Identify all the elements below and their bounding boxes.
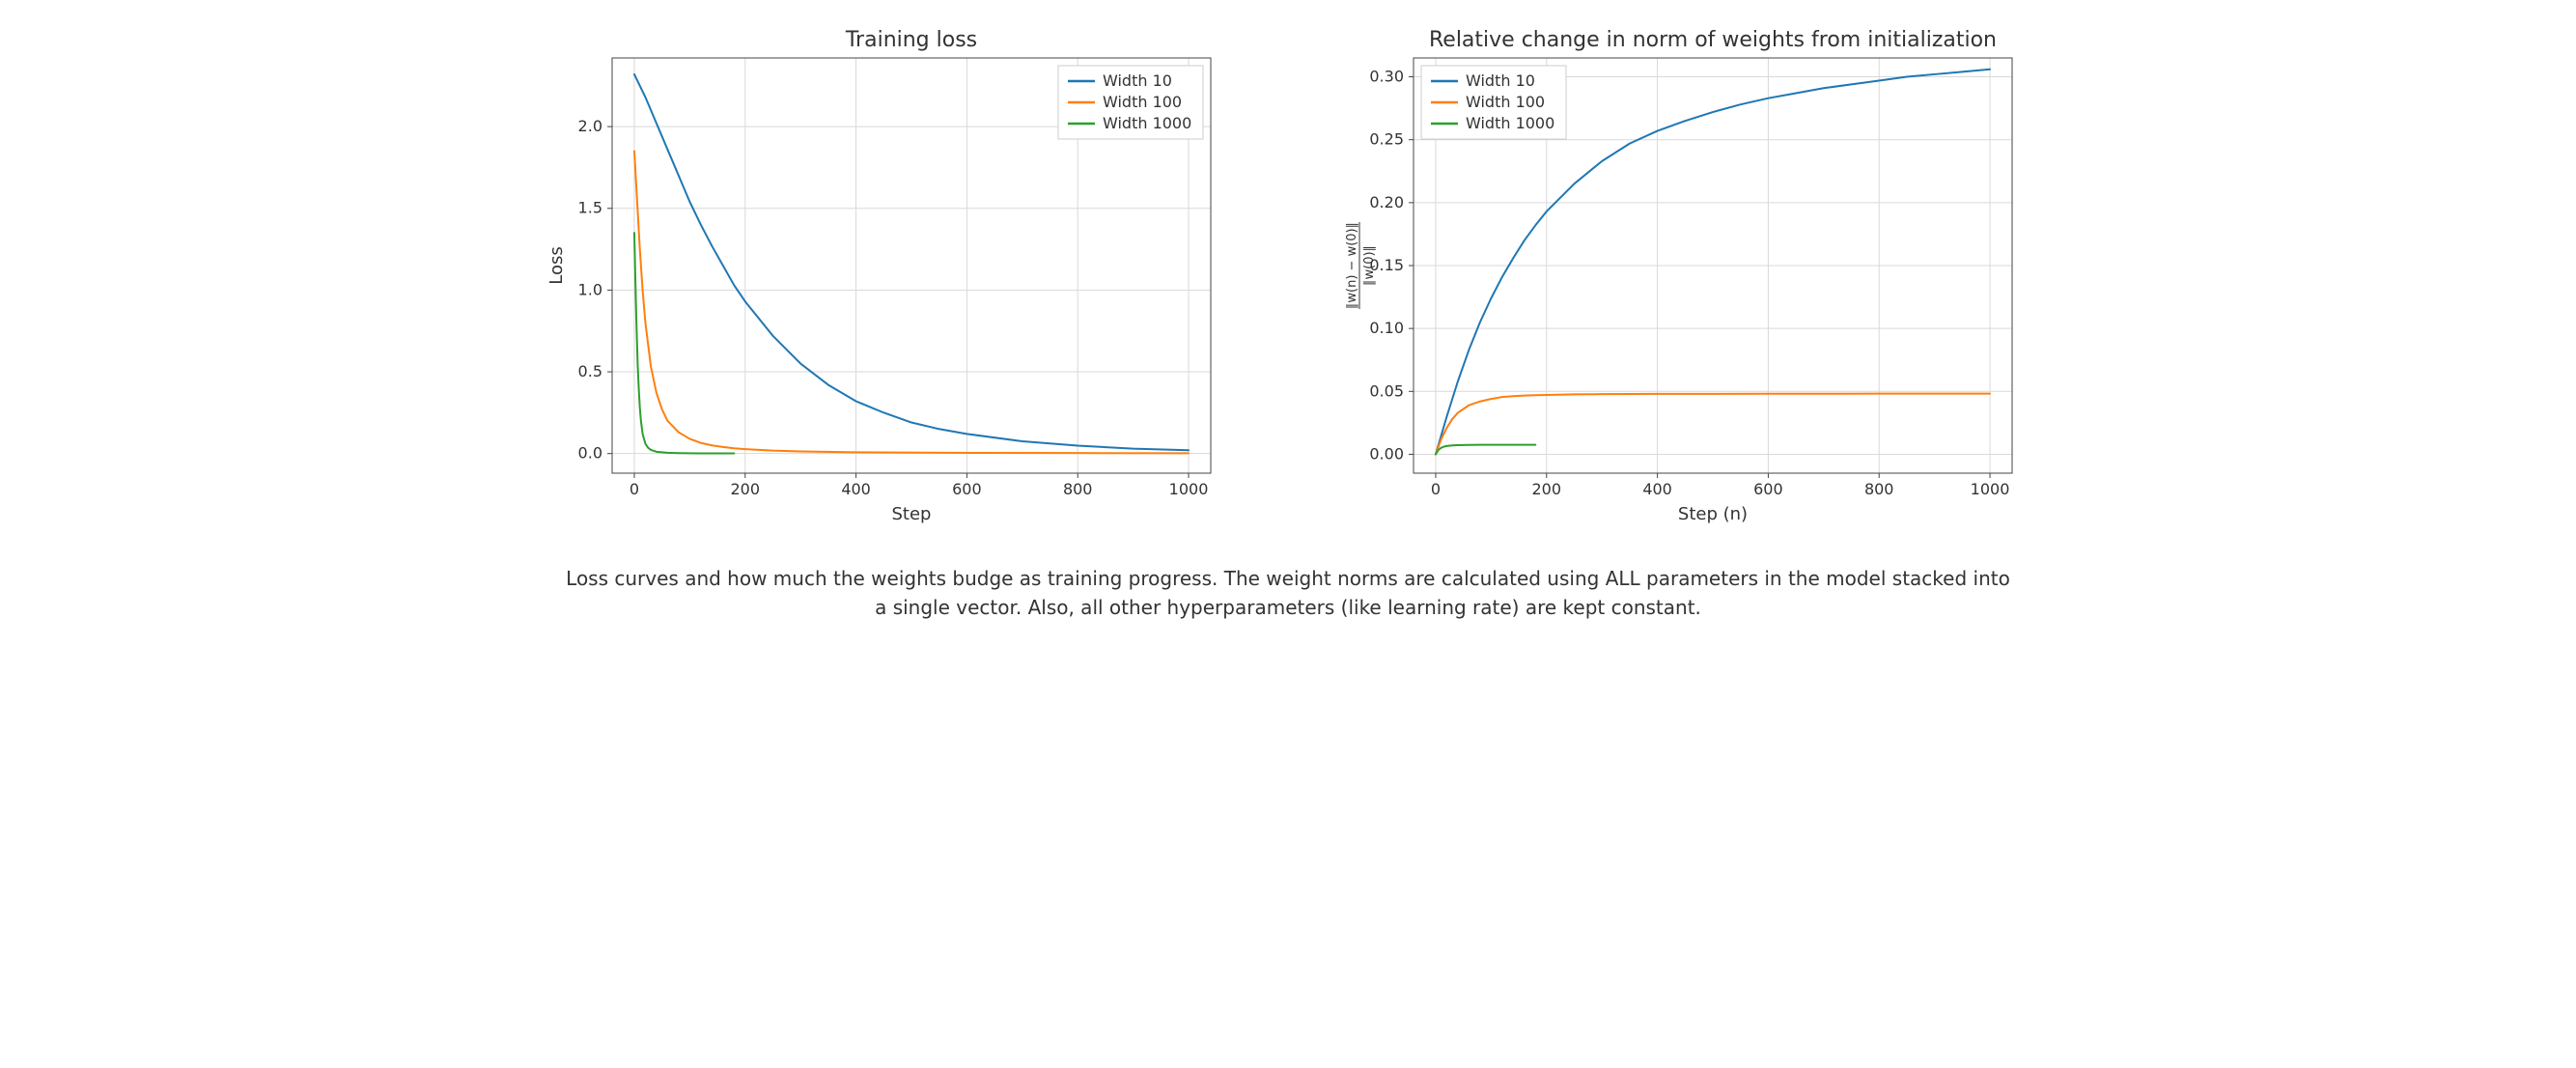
y-axis-label: Loss — [546, 246, 567, 284]
legend-item-label: Width 100 — [1466, 93, 1545, 111]
svg-text:∥w(0)∥: ∥w(0)∥ — [1362, 245, 1377, 286]
chart-title: Training loss — [845, 28, 977, 52]
y-tick-label: 0.5 — [578, 362, 602, 380]
x-tick-label: 0 — [630, 480, 639, 498]
y-tick-label: 1.0 — [578, 280, 602, 298]
weight-norm-svg: 020040060080010000.000.050.100.150.200.2… — [1346, 19, 2031, 531]
chart-title: Relative change in norm of weights from … — [1429, 28, 1997, 52]
y-tick-label: 1.5 — [578, 199, 602, 217]
x-tick-label: 400 — [841, 480, 871, 498]
x-tick-label: 600 — [1753, 480, 1783, 498]
x-tick-label: 200 — [1532, 480, 1562, 498]
y-tick-label: 0.00 — [1369, 444, 1404, 463]
x-tick-label: 600 — [952, 480, 982, 498]
x-axis-label: Step — [892, 504, 932, 524]
svg-text:∥w(n) − w(0)∥: ∥w(n) − w(0)∥ — [1346, 222, 1359, 309]
x-tick-label: 800 — [1864, 480, 1894, 498]
chart-training-loss: 0 200 400 600 800 1000 0.0 0.5 1.0 1.5 2.0 Training… — [545, 19, 1230, 535]
legend: Width 10 Width 100 Width 1000 — [1058, 66, 1203, 139]
x-axis-label: Step (n) — [1678, 504, 1748, 524]
chart-weight-norm-change: 020040060080010000.000.050.100.150.200.2… — [1346, 19, 2031, 535]
y-tick-label: 0.20 — [1369, 193, 1404, 211]
y-tick-label: 0.30 — [1369, 68, 1404, 86]
y-tick-label: 0.10 — [1369, 319, 1404, 337]
legend-item-label: Width 1000 — [1103, 114, 1191, 132]
y-tick-label: 0.05 — [1369, 381, 1404, 400]
figure-row: 0 200 400 600 800 1000 0.0 0.5 1.0 1.5 2.0 Training… — [19, 19, 2557, 535]
y-tick-label: 0.25 — [1369, 130, 1404, 149]
legend: Width 10 Width 100 Width 1000 — [1421, 66, 1566, 139]
training-loss-svg: 0 200 400 600 800 1000 0.0 0.5 1.0 1.5 2.0 Training… — [545, 19, 1230, 531]
legend-item-label: Width 1000 — [1466, 114, 1554, 132]
legend-item-label: Width 10 — [1466, 71, 1535, 90]
x-tick-label: 200 — [731, 480, 761, 498]
x-tick-label: 800 — [1063, 480, 1093, 498]
x-tick-label: 0 — [1431, 480, 1441, 498]
legend-item-label: Width 100 — [1103, 93, 1182, 111]
y-tick-label: 0.0 — [578, 444, 602, 463]
figure-caption: Loss curves and how much the weights bud… — [564, 564, 2012, 622]
x-tick-label: 400 — [1642, 480, 1672, 498]
x-tick-label: 1000 — [1971, 480, 2010, 498]
x-tick-label: 1000 — [1169, 480, 1209, 498]
y-axis-label: ∥w(n) − w(0)∥∥w(0)∥ — [1346, 222, 1377, 309]
y-tick-label: 2.0 — [578, 117, 602, 135]
legend-item-label: Width 10 — [1103, 71, 1172, 90]
